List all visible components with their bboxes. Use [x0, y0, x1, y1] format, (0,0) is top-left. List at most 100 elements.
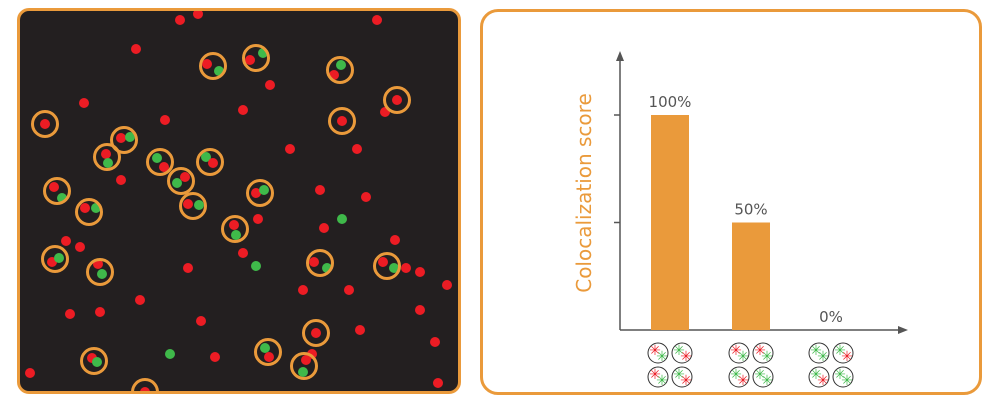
highlight-ring [167, 167, 195, 195]
colocalized-spot [196, 148, 224, 176]
star-icon: ✳ [761, 373, 773, 389]
highlight-ring [302, 319, 330, 347]
cell-outline [832, 342, 854, 364]
red-spot [25, 368, 35, 378]
colocalized-spot [43, 177, 71, 205]
red-spot [65, 309, 75, 319]
cell-outline [752, 342, 774, 364]
red-spot [79, 98, 89, 108]
star-icon: ✳ [761, 349, 773, 365]
red-spot [193, 11, 203, 19]
highlight-ring [131, 378, 159, 391]
red-spot [372, 15, 382, 25]
colocalization-chart: Colocalization score 100%50%0% ✳✳ ✳✳✳✳ ✳✳✳… [572, 51, 908, 389]
colocalized-spot [254, 338, 282, 366]
colocalized-spot [80, 347, 108, 375]
highlight-ring [383, 86, 411, 114]
star-icon: ✳ [841, 349, 853, 365]
colocalized-spot [146, 148, 174, 176]
colocalized-spot [221, 215, 249, 243]
green-spot [337, 214, 347, 224]
cell-outline [647, 342, 669, 364]
highlight-ring [254, 338, 282, 366]
red-spot [75, 242, 85, 252]
highlight-ring [80, 347, 108, 375]
red-spot [298, 285, 308, 295]
colocalized-spot [41, 245, 69, 273]
cell-outline [671, 366, 693, 388]
bar-value-label: 100% [649, 93, 692, 111]
star-icon: ✳ [649, 343, 661, 359]
star-icon: ✳ [737, 349, 749, 365]
colocalized-spot [199, 52, 227, 80]
star-icon: ✳ [817, 373, 829, 389]
y-axis-label: Colocalization score [572, 93, 596, 293]
highlight-ring [86, 258, 114, 286]
highlight-ring [31, 110, 59, 138]
highlight-ring [196, 148, 224, 176]
highlight-ring [373, 252, 401, 280]
star-icon: ✳ [656, 373, 668, 389]
red-spot [131, 44, 141, 54]
red-spot [352, 144, 362, 154]
highlight-ring [93, 143, 121, 171]
red-spot [433, 378, 443, 388]
star-icon: ✳ [730, 343, 742, 359]
cell-outline [808, 366, 830, 388]
red-spot [238, 248, 248, 258]
star-icon: ✳ [834, 343, 846, 359]
colocalized-spot [110, 126, 138, 154]
star-icon: ✳ [673, 367, 685, 383]
highlight-ring [110, 126, 138, 154]
red-spot [160, 115, 170, 125]
red-spot [61, 236, 71, 246]
red-spot [95, 307, 105, 317]
star-icon: ✳ [754, 343, 766, 359]
y-axis-arrow [616, 51, 624, 61]
colocalized-spot [31, 110, 59, 138]
star-icon: ✳ [810, 343, 822, 359]
red-spot [415, 267, 425, 277]
red-spot [390, 235, 400, 245]
cell-outline [832, 366, 854, 388]
red-spot [315, 185, 325, 195]
highlight-ring [41, 245, 69, 273]
red-spot [319, 223, 329, 233]
highlight-ring [146, 148, 174, 176]
bar [651, 115, 689, 330]
chart-panel: Colocalization score 100% 50% 0% ✳ ✳ ✳ ✳ ✳ ✳ ✳ ✳ ✳… [480, 9, 982, 395]
x-axis-arrow [898, 326, 908, 334]
star-icon: ✳ [754, 367, 766, 383]
bar [732, 222, 770, 330]
category-icon: ✳✳ ✳✳✳✳ ✳✳ [728, 342, 774, 389]
red-spot [442, 280, 452, 290]
category-icons: ✳✳ ✳✳✳✳ ✳✳✳✳ ✳✳✳✳ ✳✳✳✳ ✳✳✳✳ ✳✳ [647, 342, 854, 389]
highlight-ring [43, 177, 71, 205]
red-spot [175, 15, 185, 25]
colocalized-spot [75, 198, 103, 226]
star-icon: ✳ [834, 367, 846, 383]
bars [651, 115, 770, 330]
category-icon: ✳✳ ✳✳✳✳ ✳✳ [808, 342, 854, 389]
star-icon: ✳ [841, 373, 853, 389]
cell-outline [728, 366, 750, 388]
microscopy-image [25, 11, 452, 391]
red-spot [355, 325, 365, 335]
bar-value-label: 50% [734, 201, 767, 219]
green-spot [251, 261, 261, 271]
cell-outline [671, 342, 693, 364]
colocalized-spot [326, 56, 354, 84]
star-icon: ✳ [649, 367, 661, 383]
highlight-ring [221, 215, 249, 243]
star-icon: ✳ [730, 367, 742, 383]
star-icon: ✳ [810, 367, 822, 383]
red-spot [265, 80, 275, 90]
red-spot [361, 192, 371, 202]
red-spot [210, 352, 220, 362]
red-spot [253, 214, 263, 224]
star-icon: ✳ [737, 373, 749, 389]
highlight-ring [246, 179, 274, 207]
green-spot [165, 349, 175, 359]
red-spot [430, 337, 440, 347]
microscopy-panel [17, 8, 461, 394]
